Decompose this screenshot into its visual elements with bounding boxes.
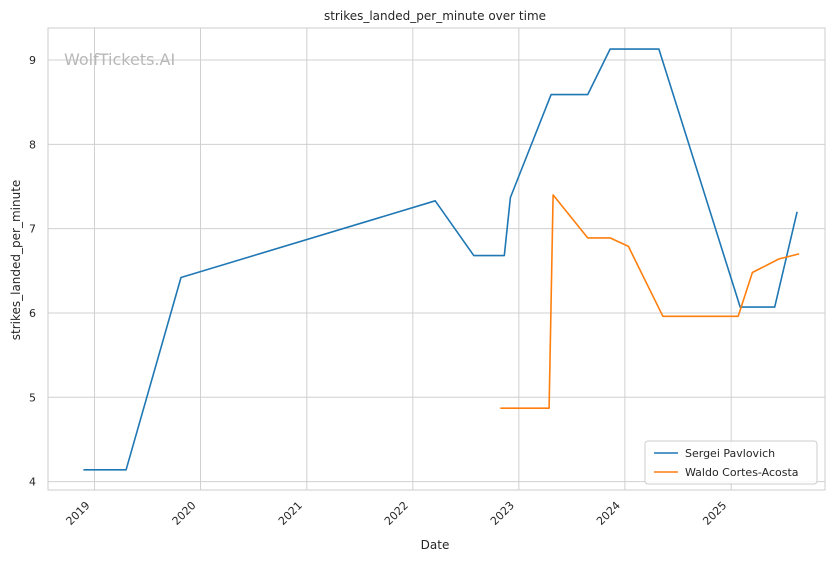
series-lines [83,48,800,471]
y-tick-label: 4 [29,476,36,489]
y-tick-label: 8 [29,138,36,151]
x-tick-label: 2025 [700,499,729,528]
x-axis-title: Date [421,538,450,552]
x-tick-label: 2024 [594,499,623,528]
x-tick-label: 2020 [170,499,199,528]
watermark: WolfTickets.AI [64,50,175,69]
y-tick-label: 5 [29,391,36,404]
series-line-waldo-cortes-acosta [500,194,800,410]
legend-box [644,440,818,485]
legend: Sergei Pavlovich Waldo Cortes-Acosta [644,440,818,485]
y-tick-label: 6 [29,307,36,320]
plot-area [47,27,826,491]
x-tick-label: 2023 [488,499,517,528]
legend-label-sergei-pavlovich: Sergei Pavlovich [685,447,775,460]
x-tick-label: 2022 [382,499,411,528]
y-tick-label: 7 [29,223,36,236]
legend-label-waldo-cortes-acosta: Waldo Cortes-Acosta [685,466,799,479]
x-tick-label: 2021 [276,499,305,528]
series-line-sergei-pavlovich [83,48,798,471]
y-axis-title: strikes_landed_per_minute [9,180,23,341]
tick-labels: 2019 2020 2021 2022 2023 2024 2025 4 5 6 7 8 9 [29,54,729,528]
y-tick-label: 9 [29,54,36,67]
x-tick-label: 2019 [64,499,93,528]
grid [48,28,825,490]
chart-title: strikes_landed_per_minute over time [324,9,546,23]
